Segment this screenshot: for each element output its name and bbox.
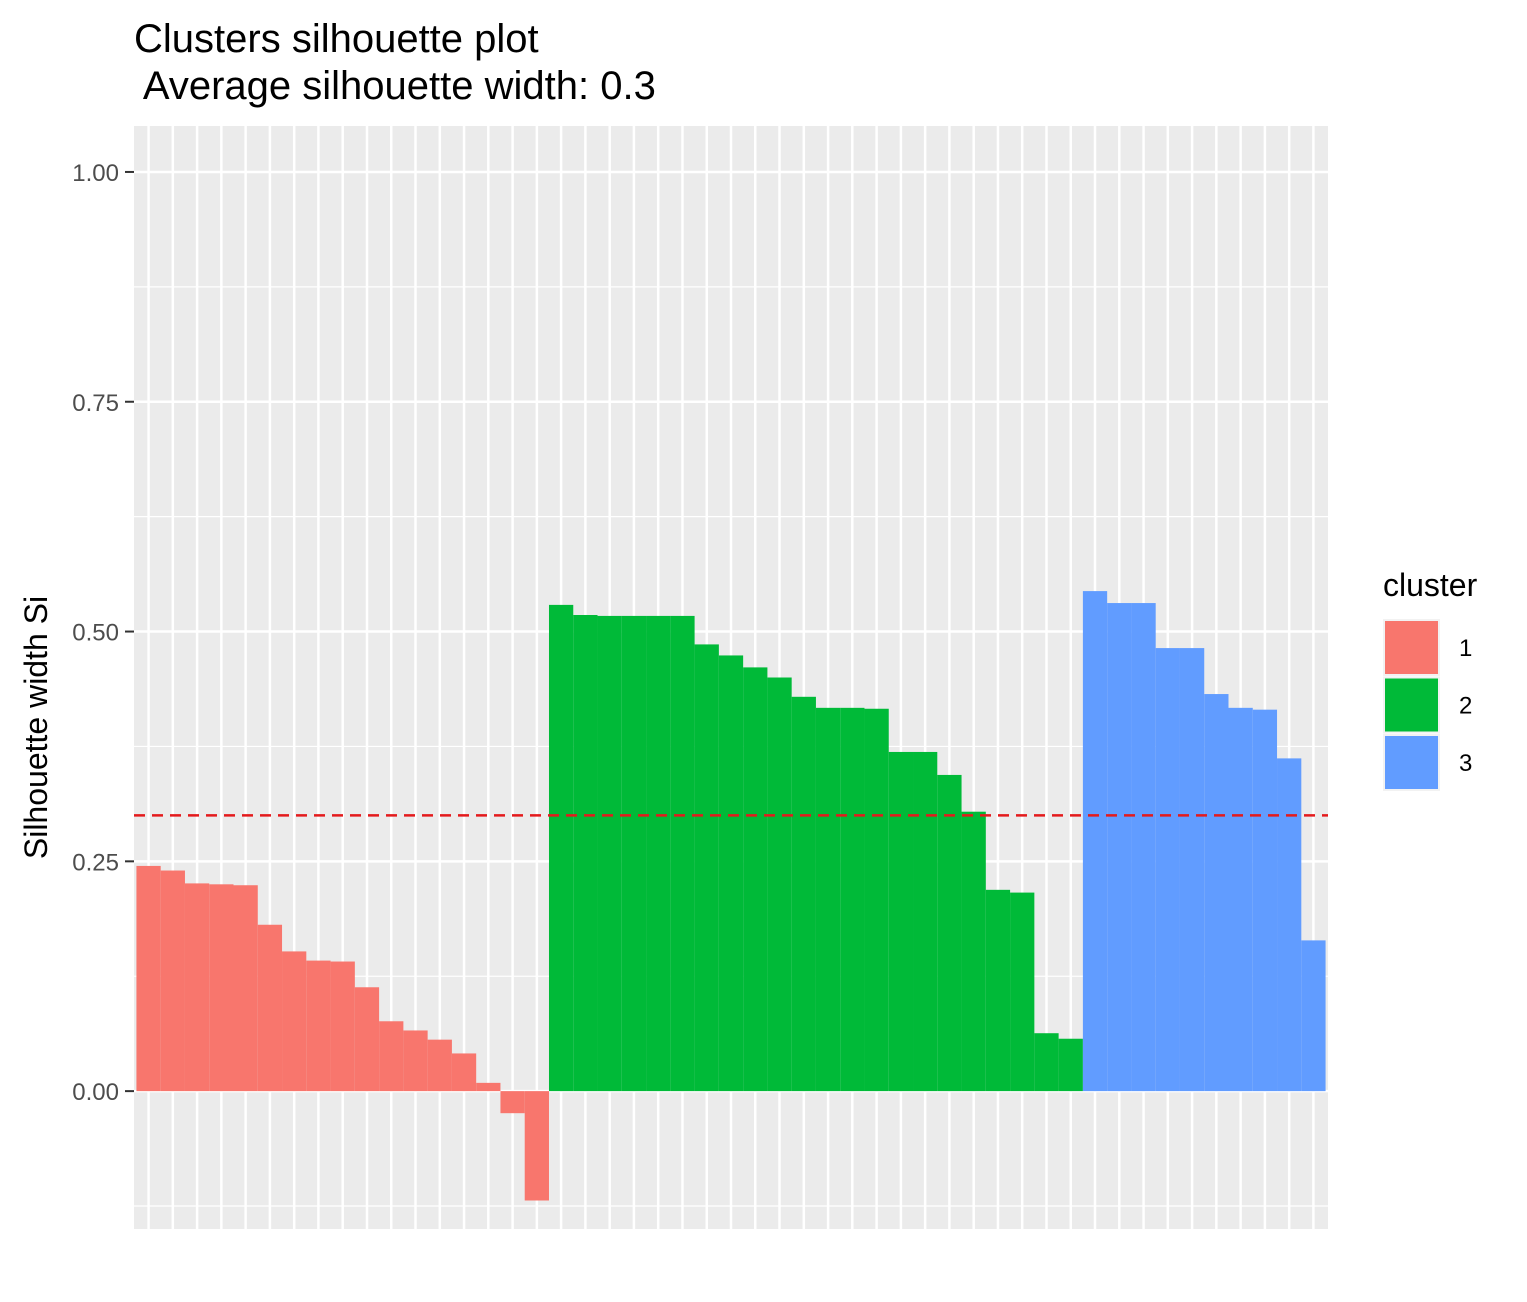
silhouette-bar [1034, 1033, 1059, 1092]
silhouette-bar [524, 1091, 549, 1201]
silhouette-bar [403, 1030, 428, 1092]
silhouette-bar [476, 1082, 501, 1092]
y-tick-label: 1.00 [72, 160, 119, 187]
y-axis-title: Silhouette width Si [18, 596, 54, 859]
silhouette-bar [888, 751, 914, 1092]
silhouette-bar [815, 707, 841, 1092]
silhouette-bar [670, 615, 695, 1092]
silhouette-bar [160, 870, 185, 1092]
silhouette-bar [330, 961, 355, 1092]
silhouette-bar [379, 1021, 404, 1092]
silhouette-bar [1301, 940, 1326, 1092]
silhouette-bar [451, 1053, 477, 1092]
legend-swatch [1385, 678, 1438, 732]
silhouette-bar [864, 708, 889, 1092]
silhouette-bar [573, 614, 598, 1092]
silhouette-bar [500, 1091, 525, 1114]
silhouette-bar [840, 707, 865, 1092]
chart-title: Clusters silhouette plot [134, 17, 539, 61]
silhouette-bar [1082, 591, 1108, 1092]
bars [136, 591, 1326, 1201]
silhouette-bar [548, 604, 574, 1092]
legend-swatch [1385, 621, 1438, 674]
silhouette-bar [427, 1039, 452, 1092]
y-tick-label: 0.00 [72, 1079, 119, 1106]
silhouette-bar [1204, 694, 1229, 1092]
silhouette-bar [1131, 603, 1156, 1092]
silhouette-bar [937, 774, 962, 1092]
silhouette-bar [621, 615, 647, 1092]
y-axis: 0.00 0.25 0.50 0.75 1.00 [72, 160, 134, 1106]
silhouette-bar [743, 667, 768, 1092]
silhouette-bar [597, 615, 622, 1092]
silhouette-bar [1107, 603, 1132, 1092]
silhouette-bar [1252, 709, 1278, 1092]
silhouette-bar [961, 811, 986, 1092]
legend-swatch [1385, 736, 1438, 789]
silhouette-bar [767, 677, 792, 1092]
silhouette-bar [1228, 707, 1253, 1092]
silhouette-bar [1155, 648, 1180, 1092]
silhouette-bar [1058, 1038, 1083, 1092]
silhouette-bar [306, 960, 331, 1092]
silhouette-bar [791, 696, 816, 1092]
chart-subtitle: Average silhouette width: 0.3 [134, 64, 656, 108]
legend: cluster 1 2 3 [1383, 567, 1478, 791]
silhouette-bar [257, 924, 283, 1092]
silhouette-bar [1277, 758, 1302, 1092]
silhouette-bar [1010, 892, 1035, 1092]
silhouette-bar [913, 751, 938, 1092]
silhouette-bar [209, 884, 234, 1092]
silhouette-bar [136, 865, 161, 1092]
silhouette-bar [1179, 648, 1205, 1092]
silhouette-bar [233, 885, 258, 1092]
silhouette-bar [718, 655, 744, 1092]
y-tick-label: 0.75 [72, 390, 119, 417]
legend-label: 1 [1459, 635, 1472, 662]
legend-label: 2 [1459, 693, 1472, 720]
silhouette-bar [282, 951, 307, 1092]
silhouette-bar [184, 883, 210, 1092]
y-tick-label: 0.50 [72, 620, 119, 647]
silhouette-bar [985, 889, 1011, 1092]
silhouette-bar [354, 987, 380, 1092]
silhouette-bar [646, 615, 671, 1092]
legend-label: 3 [1459, 750, 1472, 777]
legend-title: cluster [1383, 567, 1478, 603]
y-tick-label: 0.25 [72, 849, 119, 876]
silhouette-bar [694, 644, 719, 1092]
